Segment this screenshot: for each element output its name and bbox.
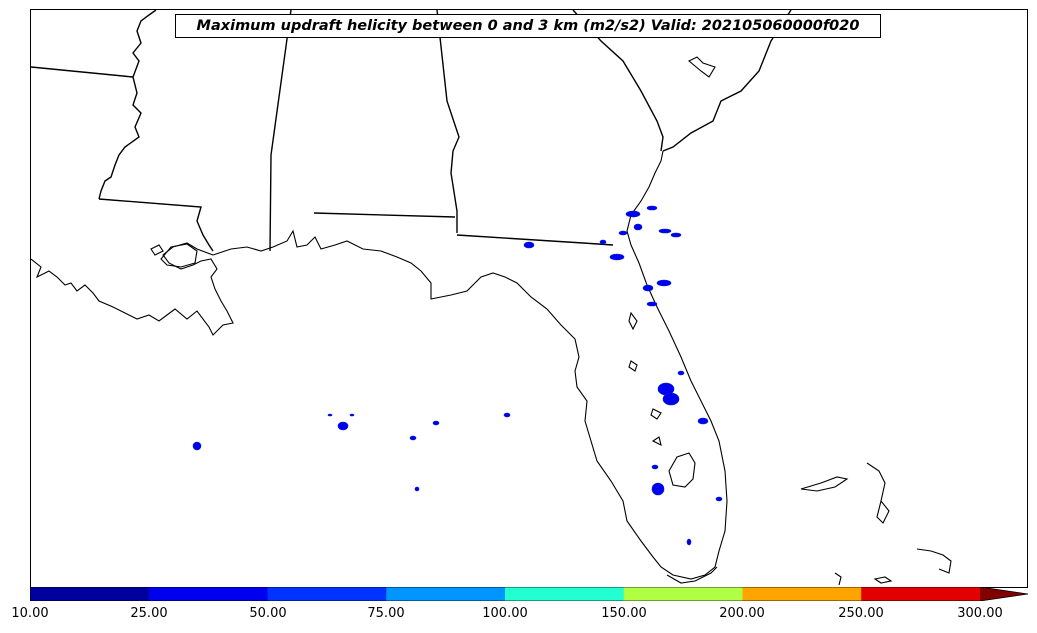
colorbar-tick-label: 300.00	[957, 606, 1003, 621]
helicity-cell	[677, 370, 685, 376]
helicity-cell	[432, 420, 440, 426]
la-ms-border	[98, 198, 214, 252]
helicity-cell	[414, 486, 420, 492]
colorbar-segment	[505, 587, 625, 601]
helicity-cell	[658, 228, 672, 234]
helicity-cell	[192, 441, 202, 451]
helicity-cell	[409, 435, 417, 441]
helicity-cell	[599, 239, 607, 245]
ga-sc-border	[572, 10, 664, 152]
helicity-cell	[686, 538, 692, 546]
helicity-cell	[715, 496, 723, 502]
colorbar-tick-label: 75.00	[367, 606, 405, 621]
colorbar-segment	[623, 587, 743, 601]
bahamas-andros	[916, 548, 952, 574]
helicity-cell	[327, 413, 333, 417]
helicity-cell	[625, 210, 641, 218]
colorbar-extend-arrow	[980, 587, 1028, 601]
ga-fl-border	[456, 234, 614, 246]
state-border-north-west	[31, 66, 134, 78]
colorbar-segment	[861, 587, 981, 601]
coastlines	[31, 56, 952, 586]
helicity-cell	[618, 230, 628, 236]
colorbar-outline	[30, 587, 1029, 601]
helicity-cell	[642, 284, 654, 292]
bahamas-grand	[800, 476, 849, 492]
bahamas-abaco	[866, 462, 890, 524]
mississippi-river-border	[98, 10, 157, 200]
bahamas-small	[873, 576, 893, 584]
state-boundaries	[31, 10, 792, 252]
colorbar-tick-label: 100.00	[482, 606, 528, 621]
helicity-cell	[646, 205, 658, 211]
ms-al-border	[269, 10, 292, 252]
gulf-coast-panhandle	[212, 150, 728, 580]
map-canvas	[31, 10, 952, 586]
sc-nc-border	[662, 10, 792, 152]
colorbar-tick-label: 200.00	[719, 606, 765, 621]
helicity-cell	[633, 223, 643, 231]
bahamas-small-2	[834, 572, 842, 586]
al-ga-border	[436, 10, 460, 233]
helicity-cell	[503, 412, 511, 418]
helicity-cell	[697, 417, 709, 425]
colorbar-segment	[742, 587, 862, 601]
colorbar-tick-label: 150.00	[601, 606, 647, 621]
colorbar	[30, 587, 1029, 601]
colorbar-tick-label: 250.00	[838, 606, 884, 621]
helicity-cell	[656, 279, 672, 287]
helicity-cell	[609, 253, 625, 261]
colorbar-segment	[267, 587, 387, 601]
helicity-cell	[337, 421, 349, 431]
colorbar-tick-label: 50.00	[249, 606, 287, 621]
inland-lake-3	[651, 436, 662, 447]
helicity-cell	[523, 241, 535, 249]
colorbar-segment	[386, 587, 506, 601]
la-island	[150, 244, 164, 256]
helicity-cell	[670, 232, 682, 238]
helicity-cell	[651, 482, 665, 496]
colorbar-segment	[30, 587, 150, 601]
colorbar-tick-label: 10.00	[11, 606, 49, 621]
inland-lake-2	[650, 408, 662, 420]
al-fl-border	[313, 212, 456, 218]
colorbar-tick-label: 25.00	[130, 606, 168, 621]
keys	[666, 566, 718, 584]
helicity-cell	[349, 413, 355, 417]
helicity-cell	[651, 464, 659, 470]
inland-lake-1	[628, 360, 638, 372]
helicity-cell	[662, 392, 680, 406]
louisiana-coast	[31, 242, 234, 336]
helicity-cells	[192, 205, 723, 546]
lake-pontchartrain	[160, 243, 198, 268]
map-panel	[30, 9, 1028, 588]
helicity-cell	[646, 301, 658, 307]
ga-island	[688, 56, 716, 78]
map-title: Maximum updraft helicity between 0 and 3…	[175, 14, 881, 38]
tampa-bay-islands	[628, 311, 638, 331]
colorbar-segment	[148, 587, 268, 601]
lake-okeechobee	[668, 452, 696, 488]
